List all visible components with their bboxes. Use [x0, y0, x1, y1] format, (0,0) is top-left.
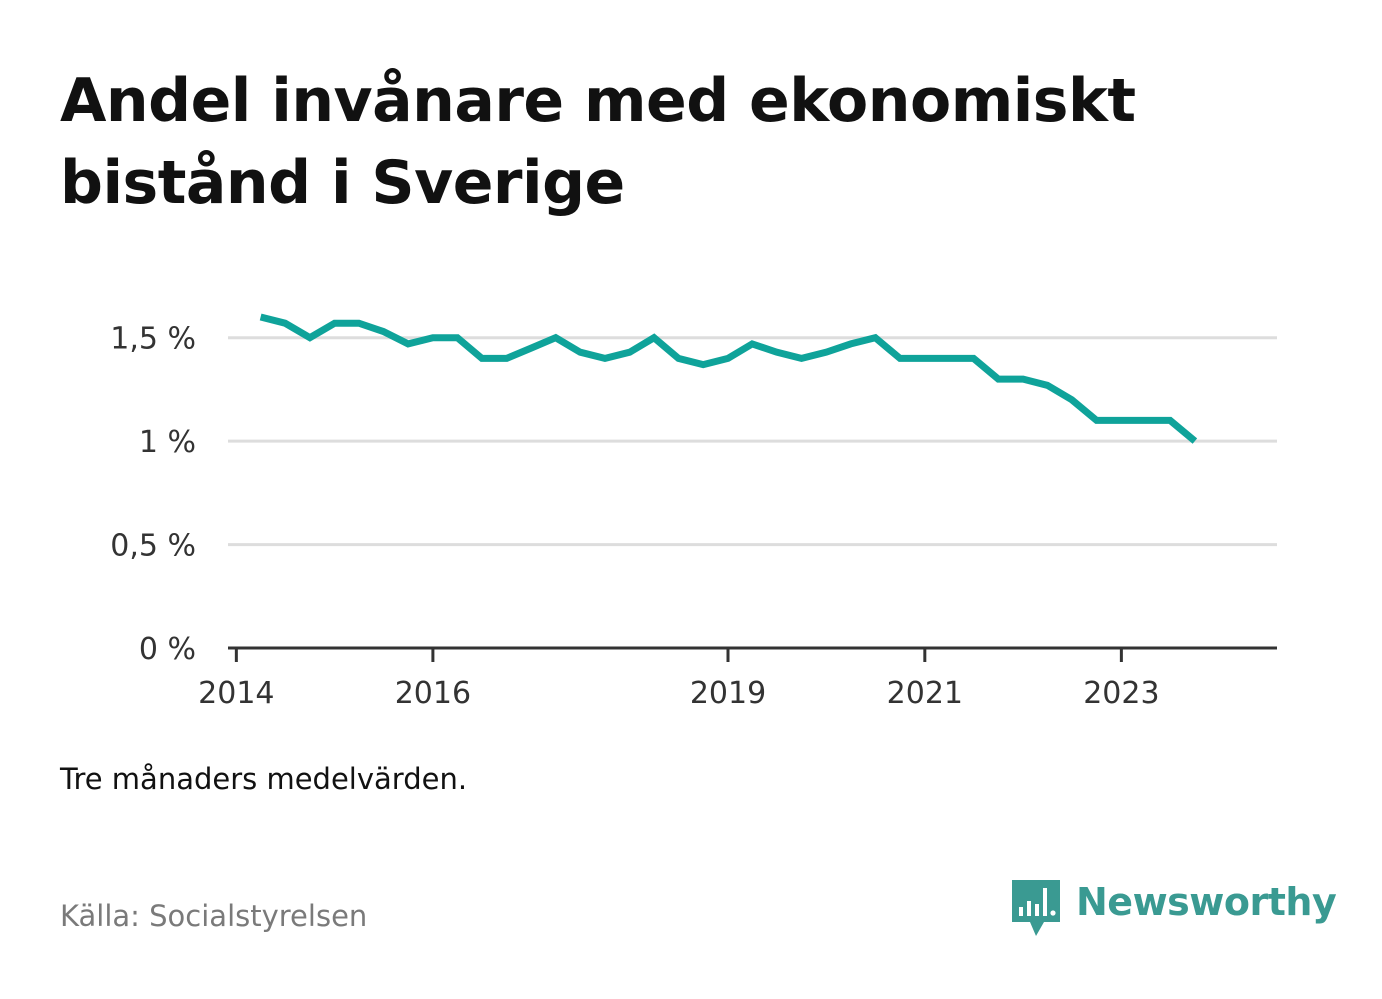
data-point [752, 343, 753, 344]
data-point [285, 323, 286, 324]
x-tick-label: 2014 [198, 676, 274, 711]
data-point [1170, 420, 1171, 421]
data-point [654, 337, 655, 338]
data-point [1121, 420, 1122, 421]
data-point [728, 358, 729, 359]
data-point [605, 358, 606, 359]
data-point [629, 352, 630, 353]
data-point [875, 337, 876, 338]
data-point [1071, 399, 1072, 400]
data-point [358, 323, 359, 324]
data-point [900, 358, 901, 359]
data-point [801, 358, 802, 359]
data-point [260, 317, 261, 318]
y-tick-label: 0 % [139, 632, 196, 667]
x-axis: 2014 2016 2019 2021 2023 [198, 646, 1277, 711]
brand-name: Newsworthy [1076, 880, 1337, 924]
y-tick-label: 1 % [139, 425, 196, 460]
data-point [1023, 379, 1024, 380]
data-point [481, 358, 482, 359]
speech-bubble-bar-chart-icon [1012, 880, 1060, 936]
line-chart: 0 % 0,5 % 1 % 1,5 % 2014 2016 2019 2021 2023 [110, 313, 1277, 711]
data-point [334, 323, 335, 324]
newsworthy-logo[interactable]: Newsworthy [1010, 878, 1337, 942]
data-point [703, 364, 704, 365]
data-point [506, 358, 507, 359]
data-point [383, 331, 384, 332]
data-point [1145, 420, 1146, 421]
data-point [1047, 385, 1048, 386]
data-point [1096, 420, 1097, 421]
chart-title: Andel invånare med ekonomiskt bistånd i … [60, 66, 1136, 218]
x-tick-label: 2023 [1083, 676, 1159, 711]
source-credit: Källa: Socialstyrelsen [60, 899, 368, 933]
data-point [850, 343, 851, 344]
data-point [924, 358, 925, 359]
data-point [408, 343, 409, 344]
series-layer [259, 313, 1198, 444]
x-tick-label: 2016 [395, 676, 471, 711]
data-point [678, 358, 679, 359]
y-tick-label: 1,5 % [110, 322, 196, 357]
data-point [555, 337, 556, 338]
x-tick-label: 2019 [690, 676, 766, 711]
data-point [457, 337, 458, 338]
series-line [259, 313, 1198, 444]
data-point [973, 358, 974, 359]
data-point [432, 337, 433, 338]
data-point [776, 352, 777, 353]
chart-note: Tre månaders medelvärden. [60, 762, 468, 796]
data-point [580, 352, 581, 353]
data-point [998, 379, 999, 380]
data-point [949, 358, 950, 359]
data-point [531, 348, 532, 349]
x-tick-label: 2021 [887, 676, 963, 711]
data-point [1194, 441, 1195, 442]
data-point [309, 337, 310, 338]
y-tick-label: 0,5 % [110, 529, 196, 564]
y-axis-tick-labels: 0 % 0,5 % 1 % 1,5 % [110, 322, 196, 667]
data-point [826, 352, 827, 353]
gridlines [228, 336, 1277, 547]
